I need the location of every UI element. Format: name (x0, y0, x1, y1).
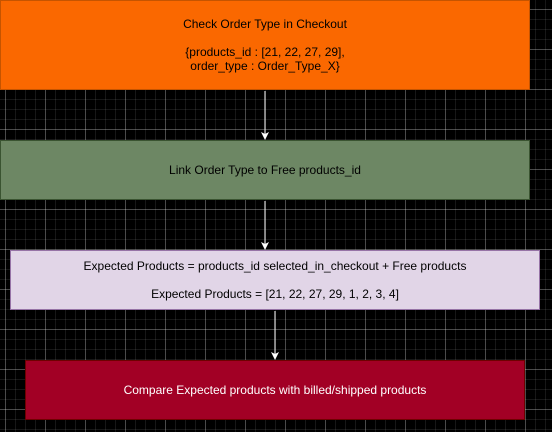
check-order-type-node: Check Order Type in Checkout {products_i… (0, 0, 530, 90)
check-order-type-line-1: {products_id : [21, 22, 27, 29], (185, 45, 345, 59)
link-order-type-node: Link Order Type to Free products_id (0, 140, 530, 200)
link-order-type-title: Link Order Type to Free products_id (169, 163, 361, 177)
compare-products-node: Compare Expected products with billed/sh… (25, 360, 525, 420)
compare-products-title: Compare Expected products with billed/sh… (123, 383, 427, 397)
expected-products-line-1: Expected Products = [21, 22, 27, 29, 1, … (151, 287, 399, 301)
check-order-type-title: Check Order Type in Checkout (183, 17, 347, 31)
expected-products-title: Expected Products = products_id selected… (83, 259, 467, 273)
check-order-type-line-2: order_type : Order_Type_X} (190, 59, 340, 73)
expected-products-node: Expected Products = products_id selected… (10, 250, 540, 310)
